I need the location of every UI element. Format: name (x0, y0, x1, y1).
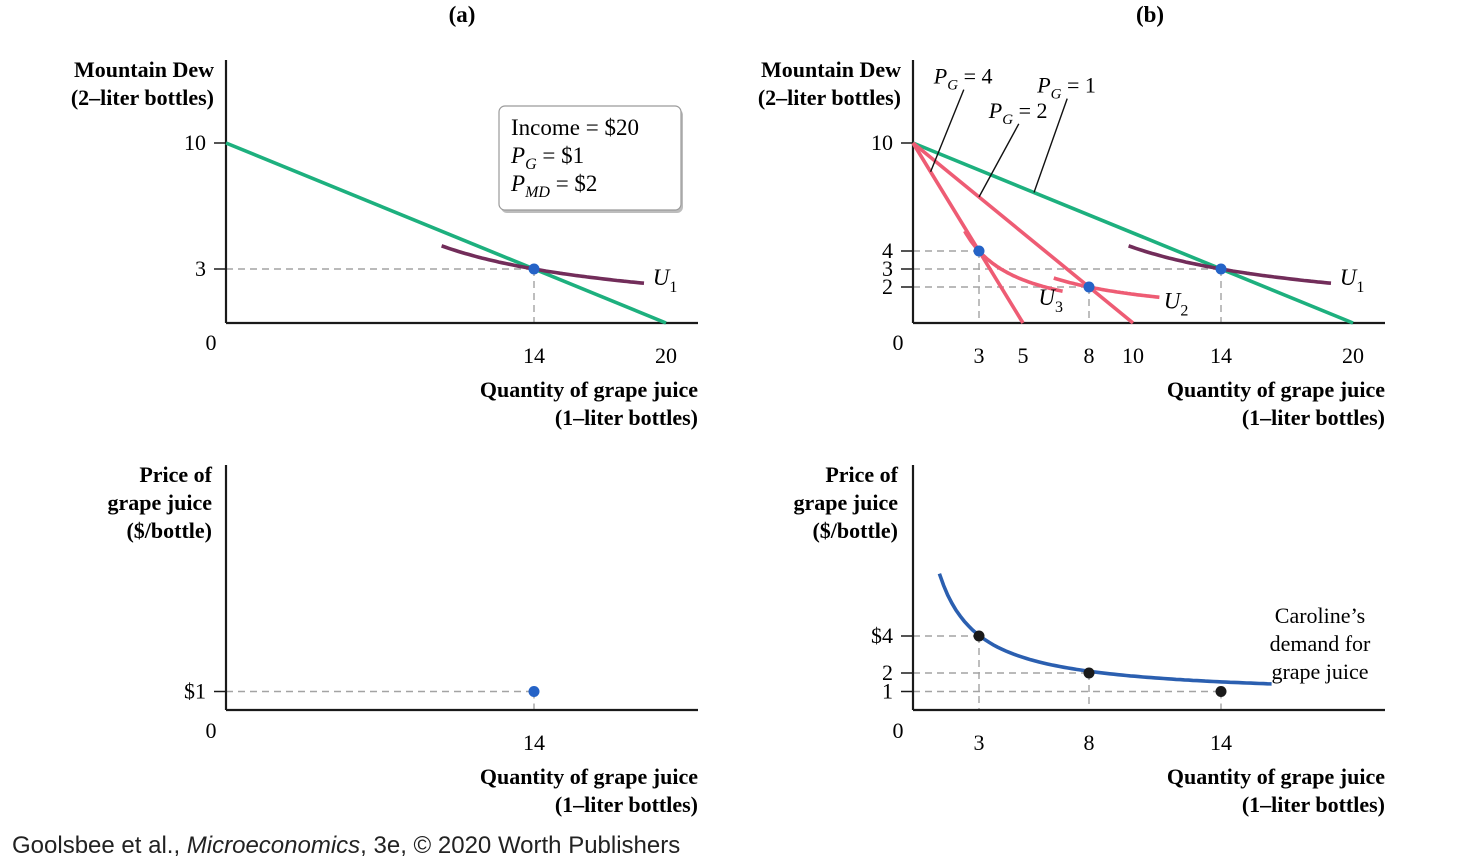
budget-line (911, 141, 1135, 325)
y-tick-label: 10 (184, 130, 206, 155)
indifference-curve (963, 230, 1063, 293)
credit-prefix: Goolsbee et al., (12, 832, 187, 859)
y-axis-title-line: Mountain Dew (761, 57, 901, 82)
origin-label: 0 (206, 718, 217, 743)
x-tick-label: 14 (1210, 343, 1232, 368)
credit-line: Goolsbee et al., Microeconomics, 3e, © 2… (12, 832, 680, 859)
y-axis-title-line: grape juice (794, 490, 899, 515)
x-tick-label: 5 (1018, 343, 1029, 368)
demand-curve-label-line: demand for (1270, 631, 1371, 656)
x-tick-label: 20 (655, 343, 677, 368)
demand-curve-label-line: Caroline’s (1275, 603, 1365, 628)
indifference-curve (1053, 276, 1160, 300)
x-axis-title-line: Quantity of grape juice (480, 377, 698, 402)
x-tick-label: 14 (523, 730, 545, 755)
budget-label-pointer (1033, 98, 1068, 193)
data-point (528, 686, 540, 697)
budget-line-label: PG = 1 (1036, 73, 1096, 103)
indifference-curve-label: U2 (1164, 289, 1189, 320)
y-axis-title-line: (2–liter bottles) (71, 85, 214, 110)
y-tick-label: $1 (184, 679, 206, 704)
x-tick-label: 8 (1084, 343, 1095, 368)
info-box-price: PMD = $2 (510, 171, 597, 201)
budget-line-label: PG = 2 (988, 98, 1048, 128)
origin-label: 0 (206, 330, 217, 355)
x-axis-title-line: (1–liter bottles) (555, 792, 698, 817)
x-axis-title-line: (1–liter bottles) (1242, 792, 1385, 817)
y-axis-title-line: Mountain Dew (74, 57, 214, 82)
info-box-price: PG = $1 (510, 143, 584, 173)
x-axis-title-line: (1–liter bottles) (555, 405, 698, 430)
indifference-curve-label: U1 (1340, 265, 1365, 296)
data-point (528, 263, 540, 275)
demand-curve (937, 573, 1272, 686)
budget-line (911, 142, 1025, 324)
indifference-curve-label: U3 (1038, 285, 1063, 316)
y-tick-label: 1 (882, 679, 893, 704)
budget-line-label: PG = 4 (933, 64, 993, 94)
origin-label: 0 (893, 330, 904, 355)
budget-label-pointer (978, 123, 1020, 198)
y-axis-title-line: ($/bottle) (812, 518, 898, 543)
x-axis-title-line: Quantity of grape juice (1167, 377, 1385, 402)
indifference-curve (441, 244, 645, 285)
x-tick-label: 8 (1084, 730, 1095, 755)
budget-label-pointer (929, 89, 965, 173)
budget-line (912, 141, 1354, 325)
y-axis-title-line: grape juice (108, 490, 213, 515)
data-point (1083, 281, 1095, 293)
indifference-curve-label: U1 (653, 265, 678, 296)
y-tick-label: 3 (882, 256, 893, 281)
y-tick-label: 3 (195, 256, 206, 281)
y-axis-title-line: (2–liter bottles) (758, 85, 901, 110)
data-point (973, 245, 985, 257)
y-axis-title-line: ($/bottle) (126, 518, 212, 543)
y-tick-label: $4 (871, 623, 893, 648)
x-axis-title-line: Quantity of grape juice (1167, 764, 1385, 789)
panel-b-demand-chart: 0 $4 21 3 8 14 Price of grape juice ($/bottle) Qu… (794, 462, 1386, 817)
x-tick-label: 10 (1122, 343, 1144, 368)
credit-book-title: Microeconomics (187, 832, 360, 859)
x-axis-title-line: (1–liter bottles) (1242, 405, 1385, 430)
credit-suffix: , 3e, © 2020 Worth Publishers (360, 832, 680, 859)
data-point (1215, 263, 1227, 275)
y-tick-label: 4 (882, 238, 893, 263)
y-axis-title-line: Price of (139, 462, 212, 487)
origin-label: 0 (893, 718, 904, 743)
x-tick-label: 3 (974, 730, 985, 755)
demand-curve-label-line: grape juice (1271, 659, 1368, 684)
data-point (1083, 667, 1095, 679)
indifference-curve (1128, 244, 1332, 285)
y-axis-title-line: Price of (825, 462, 898, 487)
budget-line (225, 141, 667, 325)
y-tick-label: 2 (882, 660, 893, 685)
x-axis-title-line: Quantity of grape juice (480, 764, 698, 789)
panel-b-title: (b) (1136, 2, 1164, 27)
info-box-income: Income = $20 (511, 115, 639, 140)
x-tick-label: 20 (1342, 343, 1364, 368)
y-tick-label: 10 (871, 130, 893, 155)
data-point (1215, 686, 1227, 697)
info-box (498, 105, 682, 211)
x-tick-label: 14 (523, 343, 545, 368)
panel-a-title: (a) (449, 2, 476, 27)
x-tick-label: 3 (974, 343, 985, 368)
panel-a-demand-chart: 0$1 14 Price of grape juice ($/bottle) Quanti… (108, 462, 699, 817)
y-tick-label: 2 (882, 274, 893, 299)
data-point (973, 630, 985, 642)
panel-a-budget-chart: 0 10 3 14 20 Mountain Dew (2–liter bottles) Qua… (71, 57, 698, 430)
x-tick-label: 14 (1210, 730, 1232, 755)
